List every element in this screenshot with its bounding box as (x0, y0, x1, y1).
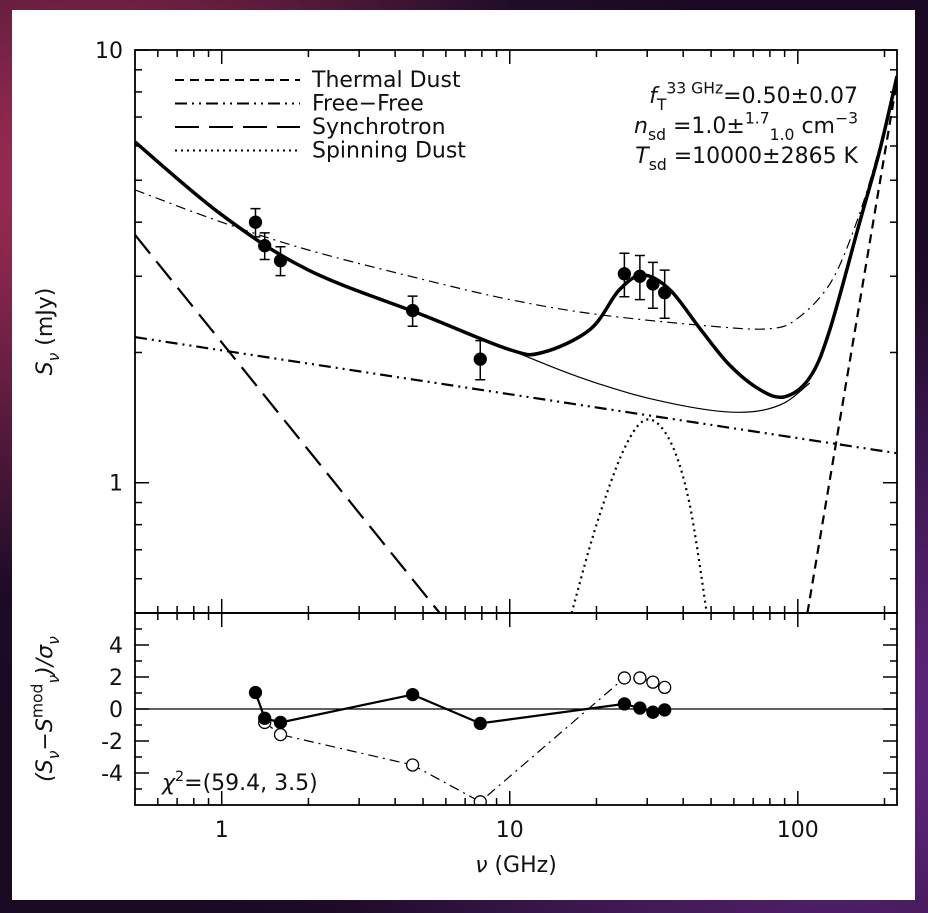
data-point (405, 687, 420, 702)
y-axis-label-part: ν (45, 675, 63, 684)
data-point (248, 685, 263, 700)
data-point (473, 352, 487, 366)
data-point (633, 701, 647, 715)
curve (135, 336, 897, 455)
data-point (473, 716, 487, 731)
chi-square: χ2=(59.4, 3.5) (161, 769, 318, 796)
plot-frame (134, 612, 898, 806)
annotation-part: −3 (835, 109, 858, 127)
legend-label: Synchrotron (312, 115, 446, 140)
data-point (405, 758, 420, 772)
data-point (617, 267, 632, 281)
y-axis-label-part: ν (45, 636, 63, 645)
data-point (658, 680, 672, 695)
data-point (617, 697, 632, 711)
data-point (258, 711, 272, 725)
y-axis-label-part: mod (28, 684, 46, 719)
annotation: Tsd =10000±2865 K (635, 144, 858, 174)
y-axis-label-part: S (33, 361, 58, 375)
x-tick-label: 1 (215, 818, 229, 843)
annotation-part: 1.7 (745, 109, 770, 127)
annotation-part: T (656, 96, 667, 114)
y-axis-label-part: −S (33, 718, 58, 750)
data-point (646, 705, 660, 719)
curve (135, 78, 897, 330)
curve (570, 418, 708, 613)
figure-background (12, 10, 915, 900)
annotation-part: 1.0 (770, 126, 795, 144)
annotation-part: cm (794, 114, 835, 139)
chi-square-part: χ (161, 771, 176, 796)
annotation-part: sd (649, 156, 667, 174)
y-axis-label-part: (S (33, 759, 58, 782)
y-tick-label: 0 (109, 698, 123, 723)
data-point (258, 239, 272, 253)
y-axis-label-part: (mJy) (33, 288, 58, 353)
y-axis-label-part: )/σ (33, 644, 58, 677)
data-point (405, 303, 420, 318)
annotation: fT33 GHz=0.50±0.07 (649, 79, 858, 114)
annotation-part: =10000±2865 K (667, 144, 859, 169)
plot-area (135, 75, 897, 613)
y-tick-label: 2 (109, 666, 123, 691)
data-point (473, 795, 487, 805)
y-axis-label-part: ν (45, 352, 63, 361)
chi-square-part: 2 (175, 769, 184, 785)
annotation-part: sd (648, 126, 666, 144)
data-point (633, 269, 647, 283)
plot-area (248, 671, 672, 805)
y-axis-label: Sν (mJy) (33, 288, 63, 376)
curve (135, 234, 441, 613)
annotation-part: T (635, 144, 650, 169)
data-point (658, 285, 672, 300)
y-tick-label: 1 (109, 472, 123, 497)
x-axis-label: ν (GHz) (475, 853, 557, 878)
legend-label: Free−Free (312, 92, 424, 117)
data-point (646, 277, 660, 291)
y-tick-label: 10 (95, 39, 123, 64)
data-point (273, 253, 288, 268)
data-point (248, 215, 263, 229)
annotation-part: n (634, 114, 648, 139)
data-point (617, 671, 632, 685)
x-tick-label: 100 (777, 818, 819, 843)
x-axis-label-part: ν (475, 853, 487, 878)
y-axis-label: (Sν−Smodν)/σν (28, 636, 63, 782)
data-point (273, 727, 288, 742)
data-point (658, 703, 672, 717)
legend-label: Thermal Dust (311, 68, 461, 93)
annotation: nsd =1.0±1.71.0 cm−3 (634, 109, 858, 144)
y-tick-label: -4 (101, 762, 123, 787)
x-axis-label-part: (GHz) (487, 853, 556, 878)
y-tick-label: 4 (109, 634, 123, 659)
data-point (646, 675, 660, 689)
y-tick-label: -2 (101, 730, 123, 755)
legend-label: Spinning Dust (312, 139, 466, 164)
annotation-part: =1.0± (666, 114, 745, 139)
data-point (633, 671, 647, 685)
data-point (273, 715, 288, 730)
y-axis-label-part: ν (45, 750, 63, 759)
annotation-part: f (649, 84, 660, 109)
annotation-part: =0.50±0.07 (723, 84, 858, 109)
annotation-part: 33 GHz (666, 79, 723, 97)
curve (135, 75, 897, 400)
chi-square-part: =(59.4, 3.5) (184, 771, 318, 796)
curve (509, 349, 811, 413)
x-tick-label: 10 (496, 818, 524, 843)
